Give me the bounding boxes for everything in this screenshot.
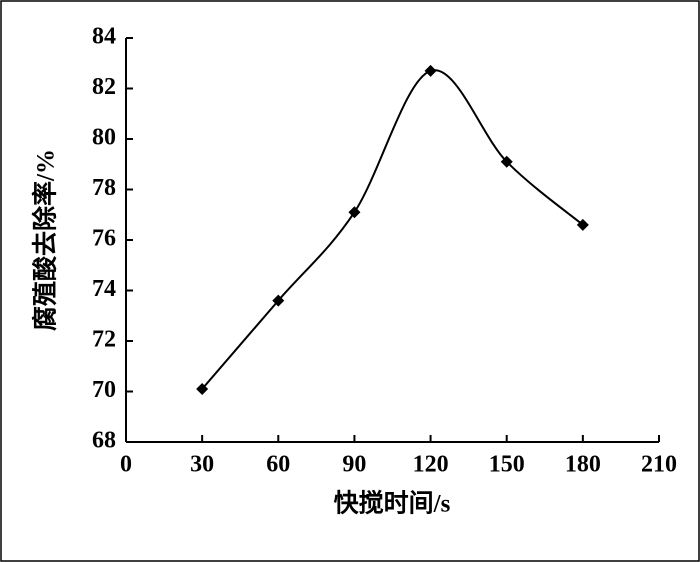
marker — [424, 64, 437, 77]
y-tick-label: 84 — [92, 24, 116, 50]
y-tick-label: 72 — [92, 327, 116, 353]
y-tick-label: 76 — [92, 226, 116, 252]
y-tick-label: 74 — [92, 276, 116, 302]
x-tick-label: 30 — [190, 452, 214, 478]
marker — [272, 294, 285, 307]
x-axis-title: 快搅时间/s — [334, 489, 451, 518]
y-tick-label: 82 — [92, 74, 116, 100]
y-axis-title: 腐殖酸去除率/% — [31, 149, 60, 331]
marker — [196, 382, 209, 395]
x-tick-label: 120 — [413, 452, 449, 478]
marker — [576, 218, 589, 231]
y-tick-label: 68 — [92, 428, 116, 454]
x-tick-label: 180 — [565, 452, 601, 478]
x-tick-label: 210 — [641, 452, 677, 478]
x-tick-label: 0 — [120, 452, 132, 478]
x-tick-label: 90 — [342, 452, 366, 478]
y-tick-label: 78 — [92, 175, 116, 201]
line — [201, 69, 584, 390]
marker — [348, 206, 361, 219]
y-tick-label: 80 — [92, 125, 116, 151]
x-tick-label: 150 — [489, 452, 525, 478]
x-tick-label: 60 — [266, 452, 290, 478]
marker — [500, 155, 513, 168]
y-tick-label: 70 — [92, 377, 116, 403]
